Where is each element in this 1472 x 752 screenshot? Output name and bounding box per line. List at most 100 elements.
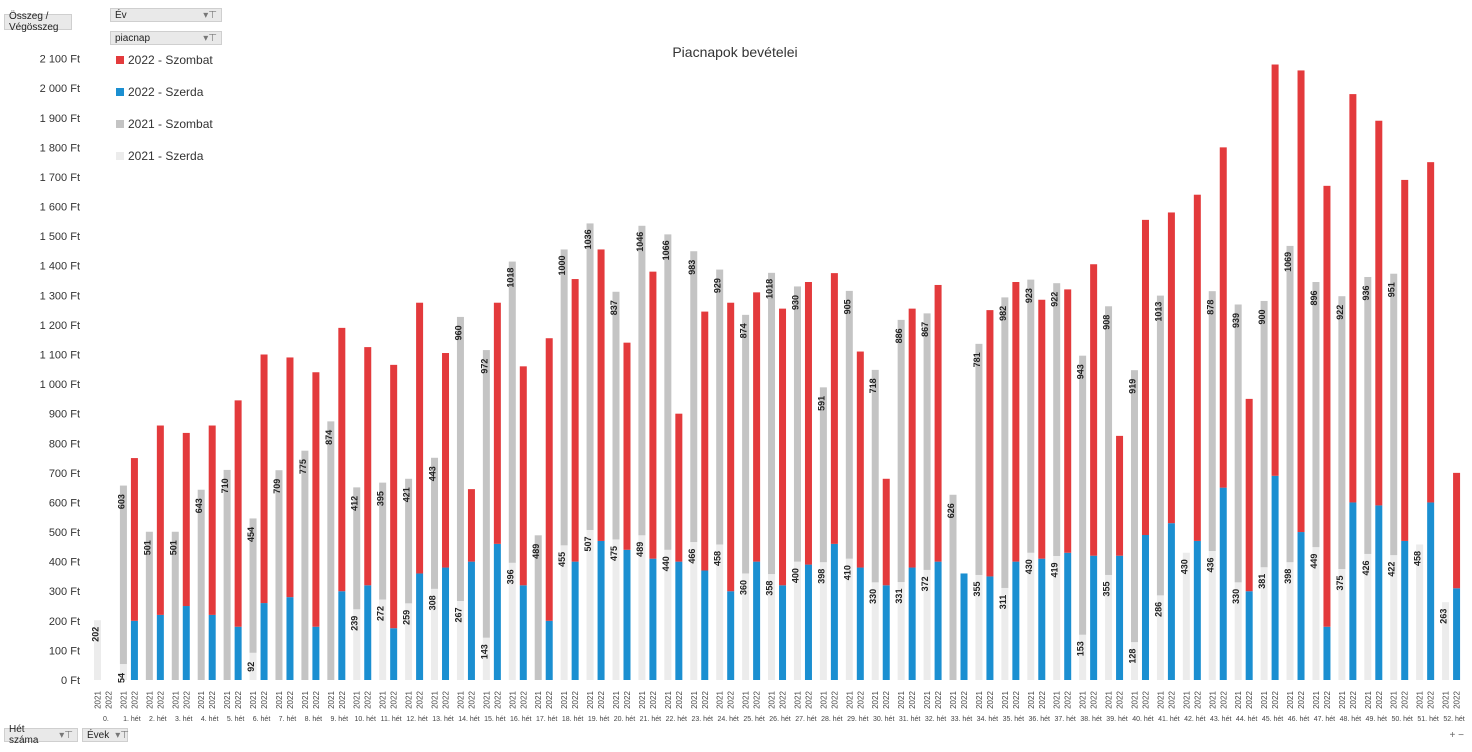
bar-2021-szombat bbox=[301, 450, 309, 680]
bar-2022-szerda bbox=[545, 620, 553, 680]
bar-2021-szombat bbox=[819, 387, 827, 563]
market-day-filter-label: piacnap bbox=[115, 32, 151, 44]
bar-2022-szombat bbox=[442, 353, 450, 568]
data-label-2021-szombat: 718 bbox=[868, 378, 878, 393]
x-week-label: 47. hét bbox=[1314, 716, 1335, 723]
data-label-2021-szerda: 430 bbox=[1024, 559, 1034, 574]
x-year-label: 2022 bbox=[675, 691, 684, 709]
data-label-2021-szerda: 259 bbox=[402, 610, 412, 625]
y-tick-label: 1 100 Ft bbox=[40, 350, 80, 362]
bar-2021-szombat bbox=[431, 457, 439, 589]
bar-2022-szerda bbox=[1116, 555, 1124, 680]
x-year-label: 2022 bbox=[1349, 691, 1358, 709]
x-year-label: 2021 bbox=[923, 691, 932, 709]
x-year-label: 2022 bbox=[1219, 691, 1228, 709]
data-label-2021-szombat: 501 bbox=[168, 540, 178, 555]
y-tick-label: 1 700 Ft bbox=[40, 172, 80, 184]
bar-2021-szombat bbox=[119, 485, 127, 665]
data-label-2021-szerda: 355 bbox=[972, 581, 982, 596]
data-label-2021-szerda: 507 bbox=[583, 536, 593, 551]
bar-2022-szerda bbox=[312, 626, 320, 680]
bar-2021-szerda bbox=[1234, 582, 1242, 680]
data-label-2021-szerda: 143 bbox=[479, 644, 489, 659]
data-label-2021-szombat: 983 bbox=[687, 260, 697, 275]
bar-2021-szerda bbox=[1442, 602, 1450, 680]
bar-2022-szerda bbox=[649, 558, 657, 680]
legend-item-label: 2021 - Szombat bbox=[128, 117, 213, 131]
bar-2022-szerda bbox=[1401, 540, 1409, 680]
x-year-label: 2021 bbox=[1130, 691, 1139, 709]
bar-2021-szerda bbox=[716, 544, 724, 680]
x-week-label: 19. hét bbox=[588, 716, 609, 723]
x-year-label: 2021 bbox=[1001, 691, 1010, 709]
x-week-label: 35. hét bbox=[1003, 716, 1024, 723]
x-week-label: 24. hét bbox=[717, 716, 738, 723]
x-year-label: 2021 bbox=[1286, 691, 1295, 709]
week-field-button[interactable]: Hét száma ▾⊤ bbox=[4, 724, 78, 746]
x-year-label: 2022 bbox=[934, 691, 943, 709]
data-label-2021-szombat: 1069 bbox=[1283, 252, 1293, 272]
bar-2021-szerda bbox=[379, 599, 387, 680]
legend[interactable]: 2022 - Szombat 2022 - Szerda 2021 - Szomba… bbox=[116, 53, 213, 163]
bar-2022-szombat bbox=[312, 372, 320, 627]
bar-2021-szombat bbox=[716, 269, 724, 545]
year-filter-button[interactable]: Év ▾⊤ bbox=[110, 8, 222, 22]
bar-2021-szombat bbox=[742, 314, 750, 574]
x-year-label: 2021 bbox=[145, 691, 154, 709]
bar-2021-szombat bbox=[534, 535, 542, 680]
bar-2022-szombat bbox=[1090, 264, 1098, 556]
data-label-2021-szombat: 929 bbox=[713, 278, 723, 293]
data-label-2021-szerda: 331 bbox=[894, 589, 904, 604]
bar-2022-szerda bbox=[442, 567, 450, 680]
x-year-label: 2021 bbox=[1338, 691, 1347, 709]
x-year-label: 2021 bbox=[327, 691, 336, 709]
y-tick-label: 1 300 Ft bbox=[40, 290, 80, 302]
bar-2022-szerda bbox=[1167, 523, 1175, 680]
x-week-label: 31. hét bbox=[899, 716, 920, 723]
data-label-2021-szerda: 419 bbox=[1050, 562, 1060, 577]
legend-item-label: 2021 - Szerda bbox=[128, 149, 204, 163]
x-week-label: 30. hét bbox=[873, 716, 894, 723]
years-field-button[interactable]: Évek ▾⊤ bbox=[82, 728, 129, 742]
x-year-label: 2022 bbox=[986, 691, 995, 709]
bar-2022-szombat bbox=[416, 302, 424, 574]
x-week-label: 10. hét bbox=[354, 716, 375, 723]
x-week-label: 33. hét bbox=[951, 716, 972, 723]
x-year-label: 2022 bbox=[908, 691, 917, 709]
bar-2022-szombat bbox=[856, 351, 864, 568]
zoom-buttons[interactable]: + − bbox=[1449, 730, 1464, 741]
data-label-2021-szerda: 458 bbox=[713, 551, 723, 566]
bar-2021-szerda bbox=[871, 582, 879, 680]
x-year-label: 2022 bbox=[1271, 691, 1280, 709]
data-label-2021-szombat: 710 bbox=[220, 478, 230, 493]
data-label-2021-szombat: 395 bbox=[376, 491, 386, 506]
bar-2021-szerda bbox=[353, 609, 361, 680]
data-label-2021-szombat: 874 bbox=[324, 430, 334, 445]
filter-dropdown-icon[interactable]: ▾⊤ bbox=[59, 729, 73, 741]
bar-2022-szerda bbox=[1219, 487, 1227, 680]
bar-2021-szerda bbox=[1208, 550, 1216, 680]
data-label-2021-szombat: 489 bbox=[531, 544, 541, 559]
data-label-2021-szerda: 398 bbox=[1283, 569, 1293, 584]
bar-2021-szombat bbox=[690, 251, 698, 543]
x-year-label: 2021 bbox=[638, 691, 647, 709]
filter-dropdown-icon[interactable]: ▾⊤ bbox=[203, 9, 217, 21]
x-year-label: 2021 bbox=[845, 691, 854, 709]
data-label-2021-szombat: 878 bbox=[1205, 300, 1215, 315]
bar-2022-szerda bbox=[182, 606, 190, 680]
bar-2022-szerda bbox=[364, 585, 372, 680]
bar-2022-szombat bbox=[649, 271, 657, 559]
legend-item-label: 2022 - Szerda bbox=[128, 85, 204, 99]
filter-dropdown-icon[interactable]: ▾⊤ bbox=[115, 729, 129, 741]
bar-2022-szombat bbox=[830, 273, 838, 544]
data-label-2021-szerda: 458 bbox=[1413, 551, 1423, 566]
x-year-label: 2022 bbox=[338, 691, 347, 709]
data-label-2021-szerda: 286 bbox=[1153, 602, 1163, 617]
market-day-filter-button[interactable]: piacnap ▾⊤ bbox=[110, 31, 222, 45]
x-year-label: 2022 bbox=[804, 691, 813, 709]
data-label-2021-szombat: 951 bbox=[1387, 282, 1397, 297]
data-label-2021-szombat: 930 bbox=[790, 295, 800, 310]
filter-dropdown-icon[interactable]: ▾⊤ bbox=[203, 32, 217, 44]
data-label-2021-szombat: 1066 bbox=[661, 240, 671, 260]
value-field-button[interactable]: Összeg / Végösszeg bbox=[4, 11, 72, 33]
